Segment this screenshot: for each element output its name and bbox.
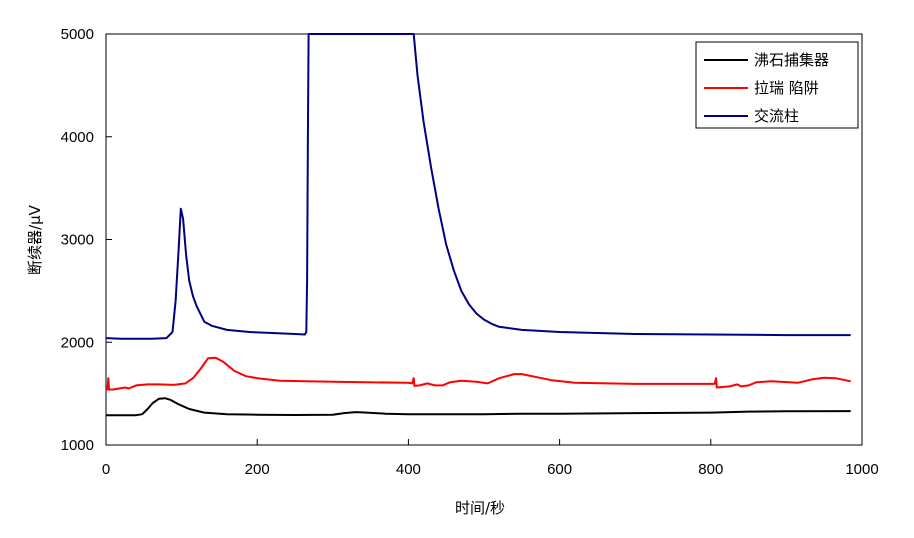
y-tick-label: 2000 xyxy=(61,334,94,351)
x-tick-label: 400 xyxy=(396,461,421,478)
y-tick-label: 4000 xyxy=(61,129,94,146)
x-tick-label: 1000 xyxy=(845,461,878,478)
y-tick-label: 1000 xyxy=(61,437,94,454)
x-axis-title: 时间/秒 xyxy=(455,499,505,517)
x-tick-label: 200 xyxy=(245,461,270,478)
y-axis-title: 断续器/μV xyxy=(26,204,44,275)
series-line-1 xyxy=(106,397,851,417)
x-axis: 0 200 400 600 800 1000 xyxy=(102,439,879,478)
series-line-2 xyxy=(106,356,851,391)
series-line-3 xyxy=(105,33,851,340)
x-tick-label: 800 xyxy=(698,461,723,478)
y-tick-label: 5000 xyxy=(61,26,94,43)
legend-box xyxy=(695,41,859,129)
legend-label-3: 交流柱 xyxy=(754,107,799,125)
series-layer xyxy=(105,33,851,417)
legend-label-2: 拉瑞 陷阱 xyxy=(754,79,819,97)
x-tick-label: 0 xyxy=(102,461,110,478)
y-tick-label: 3000 xyxy=(61,232,94,249)
x-tick-label: 600 xyxy=(547,461,572,478)
y-axis: 1000 2000 3000 4000 5000 xyxy=(61,26,112,454)
legend-label-1: 沸石捕集器 xyxy=(754,51,829,69)
